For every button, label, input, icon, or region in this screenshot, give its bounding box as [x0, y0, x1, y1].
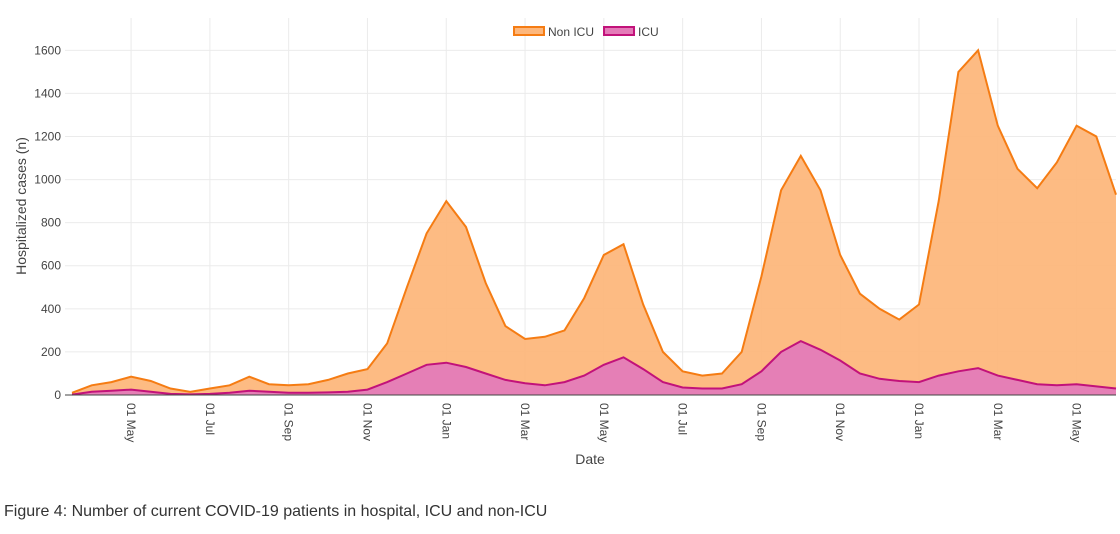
- x-tick-label: 01 May: [1070, 403, 1084, 442]
- area: [72, 50, 1116, 396]
- legend-swatch: [513, 26, 545, 36]
- x-tick-label: 01 Mar: [991, 403, 1005, 440]
- caption: Figure 4: Number of current COVID-19 pat…: [4, 503, 547, 520]
- y-axis-label: Hospitalized cases (n): [13, 137, 29, 275]
- y-tick-label: 200: [41, 345, 61, 359]
- x-tick-label: 01 Jul: [676, 403, 690, 435]
- x-tick-label: 01 Nov: [360, 403, 374, 441]
- area: [72, 341, 1116, 395]
- x-tick-label: 01 Jul: [203, 403, 217, 435]
- y-tick-label: 600: [41, 259, 61, 273]
- line: [71, 339, 1117, 396]
- line: [71, 48, 1117, 394]
- x-tick-label: 01 Jan: [912, 403, 926, 439]
- x-tick-label: 01 Sep: [282, 403, 296, 441]
- y-tick-label: 1400: [34, 86, 61, 100]
- x-tick-label: 01 Jan: [439, 403, 453, 439]
- x-axis-label: Date: [575, 451, 605, 467]
- x-tick-label: 01 May: [597, 403, 611, 442]
- x-tick-label: 01 Sep: [754, 403, 768, 441]
- y-tick-label: 800: [41, 216, 61, 230]
- y-tick-label: 1600: [34, 43, 61, 57]
- x-tick-label: 01 May: [124, 403, 138, 442]
- legend-label: Non ICU: [548, 25, 594, 39]
- y-tick-label: 0: [54, 388, 61, 402]
- y-tick-label: 1200: [34, 129, 61, 143]
- y-tick-label: 400: [41, 302, 61, 316]
- legend-label: ICU: [638, 25, 659, 39]
- y-tick-label: 1000: [34, 173, 61, 187]
- legend-swatch: [603, 26, 636, 36]
- x-tick-label: 01 Mar: [518, 403, 532, 440]
- x-tick-label: 01 Nov: [833, 403, 847, 441]
